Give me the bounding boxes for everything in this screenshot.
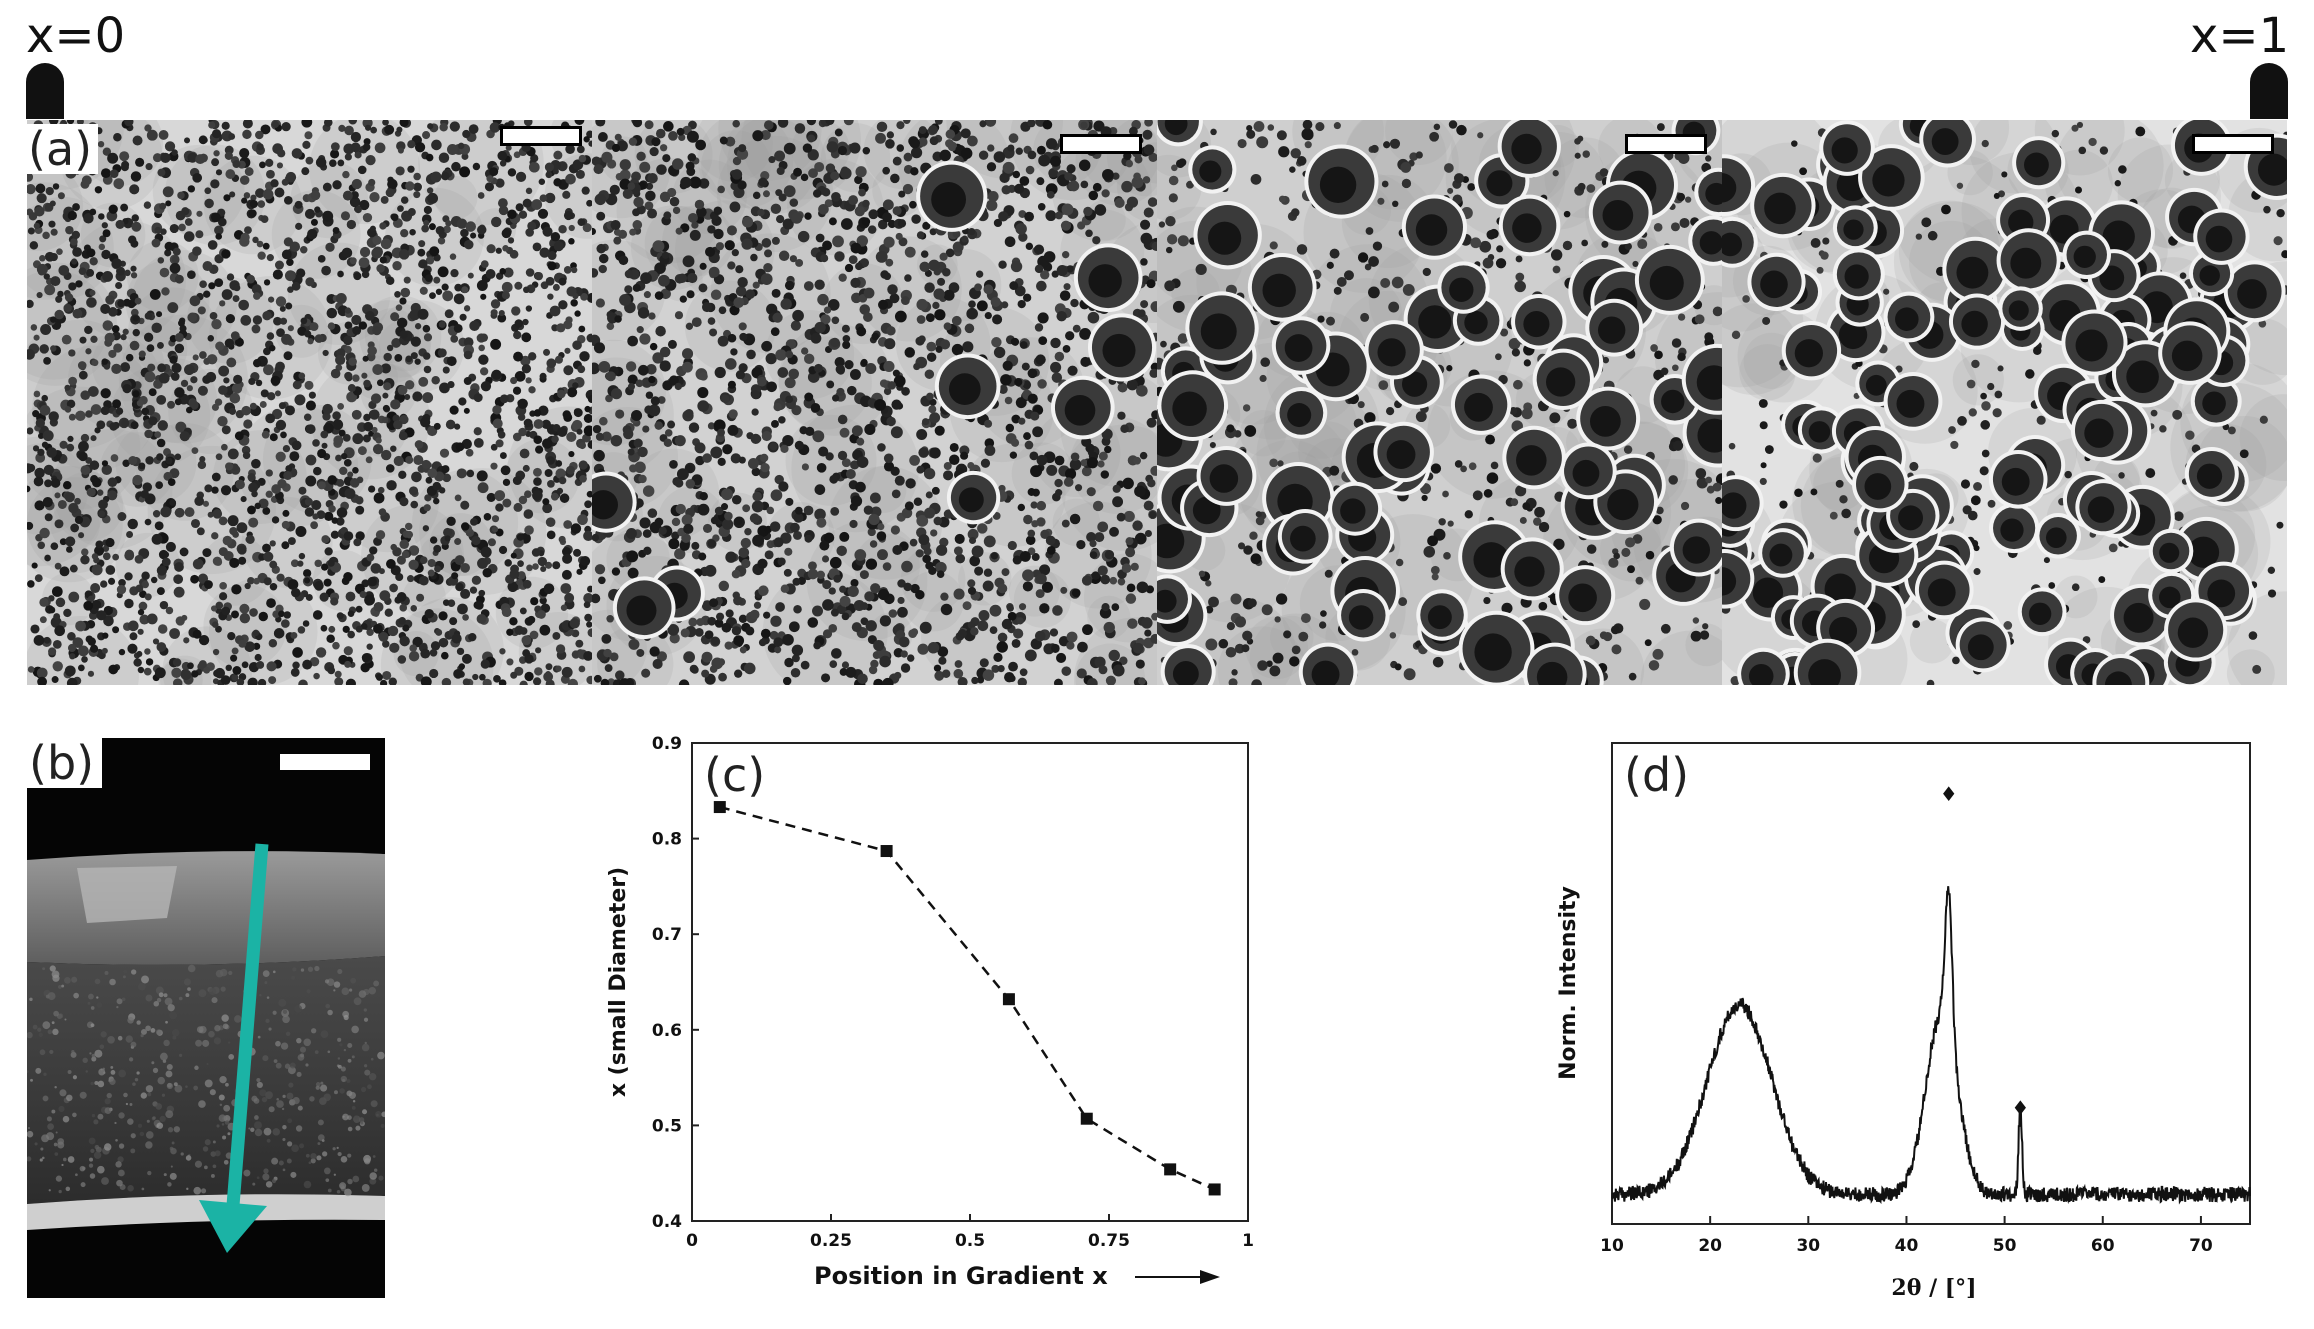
chart-c-y-tick-label: 0.5 xyxy=(652,1116,682,1136)
sem-image-4 xyxy=(1722,120,2287,685)
chart-c-data-point xyxy=(1002,993,1015,1006)
panel-a-label: (a) xyxy=(22,124,99,174)
chart-d-x-tick-label: 40 xyxy=(1895,1236,1919,1256)
chart-c-x-tick-label: 1 xyxy=(1242,1231,1254,1251)
chart-d-y-axis-title: Norm. Intensity xyxy=(1556,886,1581,1080)
chart-c-data-point xyxy=(1080,1112,1093,1125)
chart-c-y-tick-label: 0.8 xyxy=(652,830,682,850)
chart-d-series-line xyxy=(1611,886,2251,1205)
chart-c-y-tick-label: 0.4 xyxy=(652,1212,682,1232)
chart-c-data-point xyxy=(1208,1183,1221,1196)
pore-texture xyxy=(592,120,1157,685)
pore-texture xyxy=(1722,120,2287,685)
gradient-end-marker xyxy=(2250,63,2288,119)
chart-c-data-point xyxy=(1164,1163,1177,1176)
chart-d-x-tick-label: 70 xyxy=(2189,1236,2213,1256)
chart-c-y-tick-label: 0.9 xyxy=(652,734,682,754)
chart-d-x-tick-label: 30 xyxy=(1796,1236,1820,1256)
chart-c-x-tick-label: 0.25 xyxy=(810,1231,852,1251)
panel-d-label: (d) xyxy=(1624,748,1689,802)
panel-b-label: (b) xyxy=(27,738,103,788)
sample-photo-graphic xyxy=(25,738,387,1298)
chart-d-peak-marker: ♦ xyxy=(1940,782,1958,806)
scale-bar-4 xyxy=(2192,134,2274,154)
scale-bar-2 xyxy=(1060,134,1142,154)
chart-c-x-axis-title: Position in Gradient x xyxy=(814,1262,1108,1285)
chart-d-x-tick-label: 50 xyxy=(1993,1236,2017,1256)
chart-c-y-tick-label: 0.6 xyxy=(652,1021,682,1041)
pore-texture xyxy=(27,120,592,685)
gradient-direction-arrow xyxy=(199,843,269,1253)
chart-c-x-tick-label: 0 xyxy=(686,1231,698,1251)
gradient-start-label: x=0 xyxy=(26,8,126,64)
chart-d-x-tick-label: 10 xyxy=(1600,1236,1624,1256)
chart-d-x-axis-title: 2θ / [°] xyxy=(1891,1275,1976,1301)
chart-d-x-tick-label: 20 xyxy=(1698,1236,1722,1256)
panel-b-sample-photo: (b) xyxy=(25,738,387,1298)
sem-image-2 xyxy=(592,120,1157,685)
scale-bar-b xyxy=(280,754,370,770)
chart-c-data-point xyxy=(713,801,726,814)
scale-bar-1 xyxy=(500,126,582,146)
panel-c-chart: 0.4 0.5 0.6 0.7 0.8 0.9 0 0.25 0.5 0.75 1 x (smal… xyxy=(606,734,1254,1285)
panel-c-label: (c) xyxy=(704,748,765,802)
gradient-end-label: x=1 xyxy=(2190,8,2290,64)
chart-c-data-point xyxy=(880,845,893,858)
chart-c-x-tick-label: 0.75 xyxy=(1088,1231,1130,1251)
sem-image-1 xyxy=(27,120,592,685)
chart-c-y-axis-title: x (small Diameter) xyxy=(606,867,631,1097)
pore-texture xyxy=(1157,120,1722,685)
sem-image-3 xyxy=(1157,120,1722,685)
chart-d-frame xyxy=(1611,742,2251,1225)
chart-d-peak-marker: ♦ xyxy=(2011,1096,2029,1120)
chart-c-series-line xyxy=(719,805,1216,1191)
chart-c-x-axis-arrow xyxy=(1135,1270,1220,1284)
chart-c-x-tick-label: 0.5 xyxy=(955,1231,985,1251)
gradient-start-marker xyxy=(26,63,64,119)
chart-d-x-tick-label: 60 xyxy=(2091,1236,2115,1256)
panel-d-chart: 10 20 30 40 50 60 70 ♦ ♦ Norm. Intensity 2θ / [… xyxy=(1556,742,2251,1301)
scale-bar-3 xyxy=(1625,134,1707,154)
chart-c-frame xyxy=(691,742,1249,1222)
chart-c-y-tick-label: 0.7 xyxy=(652,925,682,945)
